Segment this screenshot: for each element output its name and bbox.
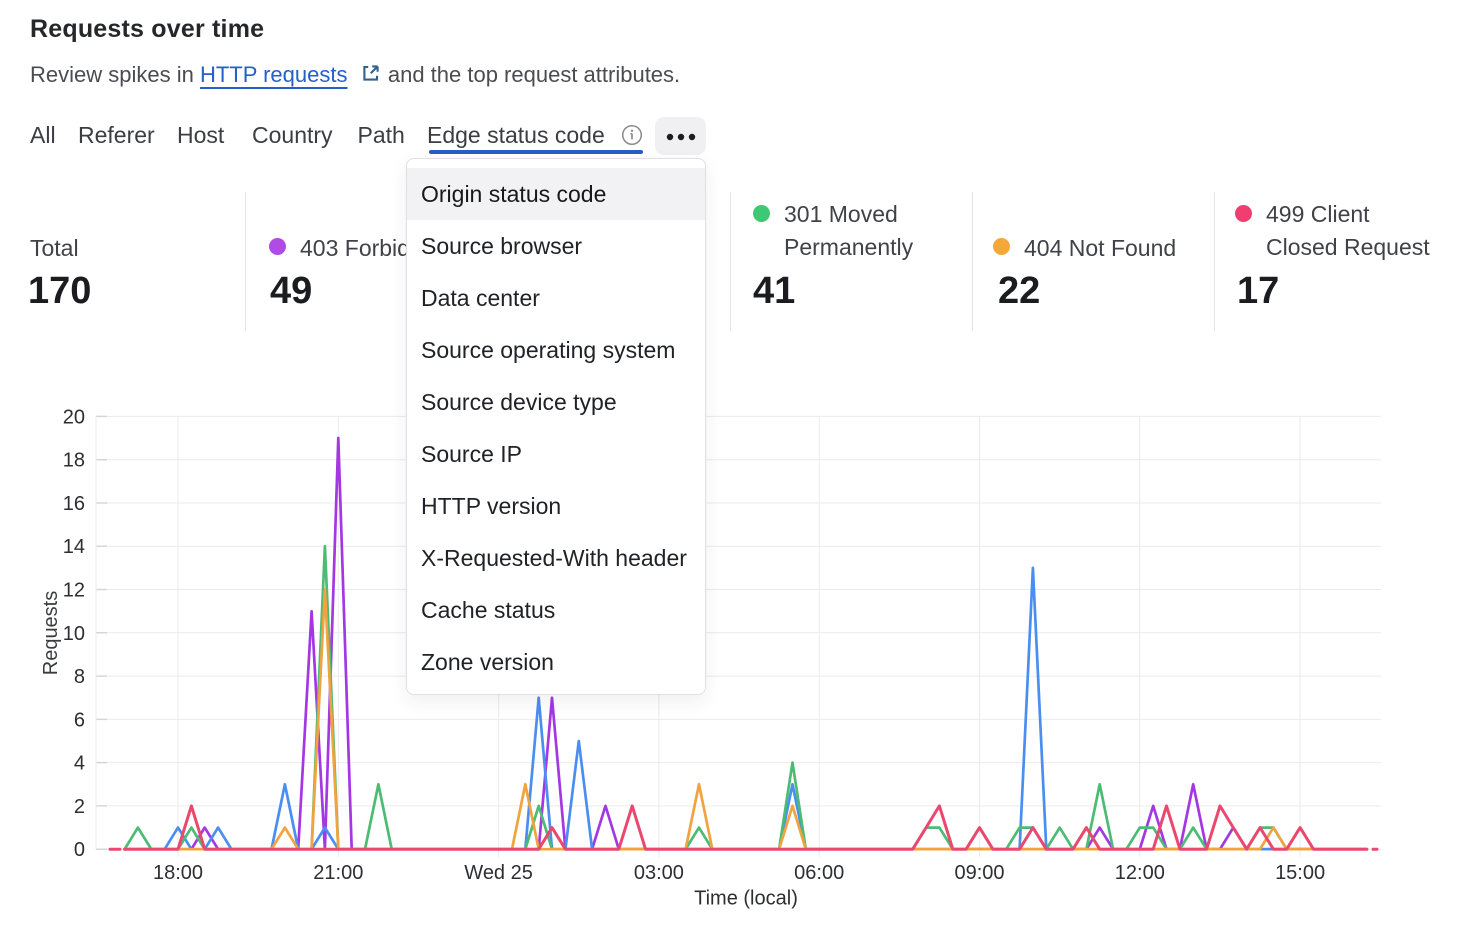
svg-text:12:00: 12:00	[1115, 862, 1165, 884]
svg-text:06:00: 06:00	[794, 862, 844, 884]
svg-text:18: 18	[63, 450, 85, 472]
svg-text:03:00: 03:00	[634, 862, 684, 884]
svg-text:09:00: 09:00	[954, 862, 1004, 884]
svg-text:10: 10	[63, 623, 85, 645]
svg-text:18:00: 18:00	[153, 862, 203, 884]
svg-text:21:00: 21:00	[313, 862, 363, 884]
svg-text:Requests: Requests	[40, 591, 62, 676]
svg-text:4: 4	[74, 753, 85, 775]
svg-text:Wed 25: Wed 25	[464, 862, 533, 884]
svg-text:15:00: 15:00	[1275, 862, 1325, 884]
svg-text:8: 8	[74, 666, 85, 688]
svg-text:Time (local): Time (local)	[694, 888, 798, 910]
svg-text:16: 16	[63, 493, 85, 515]
svg-text:0: 0	[74, 839, 85, 861]
svg-text:20: 20	[63, 406, 85, 428]
svg-text:6: 6	[74, 709, 85, 731]
svg-text:2: 2	[74, 796, 85, 818]
svg-text:14: 14	[63, 536, 85, 558]
svg-text:12: 12	[63, 580, 85, 602]
